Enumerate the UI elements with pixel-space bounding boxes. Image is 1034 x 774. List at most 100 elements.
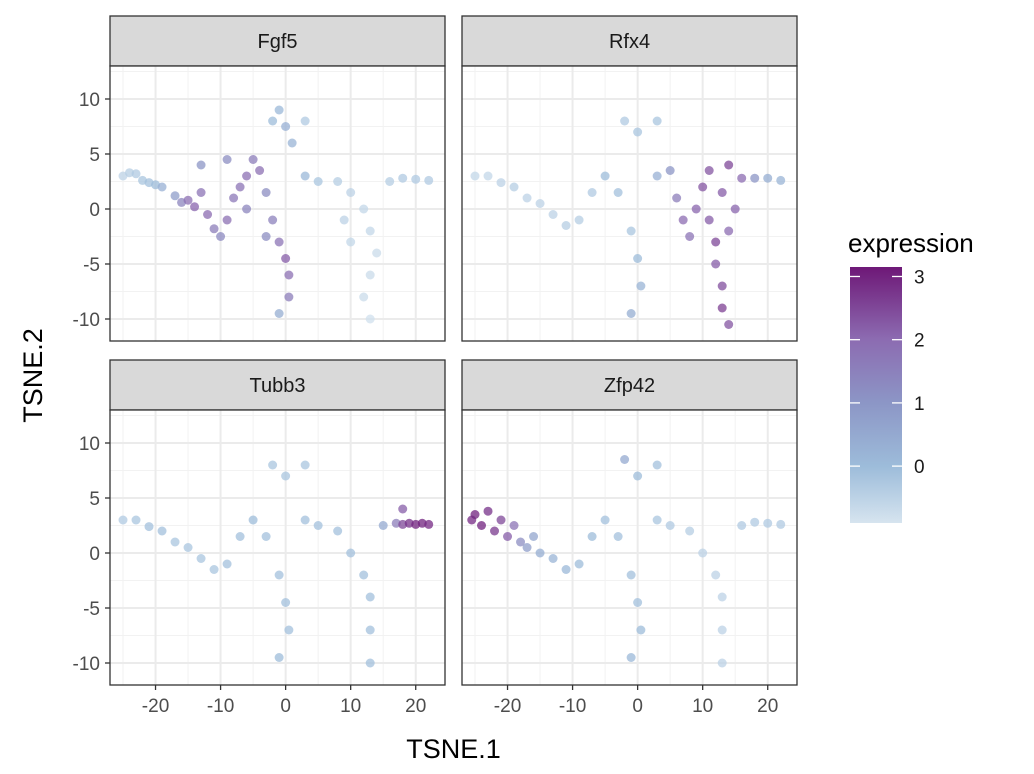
data-point bbox=[284, 292, 294, 302]
data-point bbox=[691, 204, 701, 214]
panel-background bbox=[462, 410, 797, 685]
data-point bbox=[548, 554, 558, 563]
data-point bbox=[144, 522, 154, 532]
data-point bbox=[235, 532, 245, 541]
data-point bbox=[183, 543, 193, 552]
data-point bbox=[750, 517, 760, 527]
data-point bbox=[222, 155, 232, 164]
data-point bbox=[496, 178, 506, 188]
facet-strip bbox=[461, 359, 798, 411]
data-point bbox=[750, 173, 760, 183]
x-tick-label: 10 bbox=[340, 696, 361, 717]
x-tick-label: 10 bbox=[692, 696, 713, 717]
data-point bbox=[281, 471, 291, 481]
facet-strip-label: Rfx4 bbox=[609, 31, 650, 53]
data-point bbox=[483, 171, 493, 181]
data-point bbox=[284, 270, 294, 280]
data-point bbox=[672, 193, 682, 203]
data-point bbox=[737, 173, 747, 183]
facet-panel-fgf5: Fgf5 bbox=[109, 15, 446, 342]
data-point bbox=[652, 116, 662, 126]
scatter-points bbox=[118, 460, 434, 668]
data-point bbox=[131, 515, 141, 525]
data-point bbox=[365, 226, 375, 236]
data-point bbox=[242, 171, 252, 181]
data-point bbox=[281, 598, 291, 607]
data-point bbox=[678, 215, 688, 225]
data-point bbox=[424, 519, 434, 529]
data-point bbox=[470, 171, 480, 181]
data-point bbox=[516, 537, 526, 547]
data-point bbox=[776, 175, 786, 185]
x-axis-title: TSNE.1 bbox=[406, 734, 501, 764]
data-point bbox=[268, 215, 278, 225]
data-point bbox=[574, 215, 584, 225]
data-point bbox=[717, 592, 727, 602]
data-point bbox=[281, 254, 291, 263]
data-point bbox=[509, 182, 519, 192]
data-point bbox=[561, 565, 571, 574]
facet-strip-label: Zfp42 bbox=[604, 375, 655, 397]
data-point bbox=[763, 518, 773, 528]
data-point bbox=[613, 188, 623, 197]
data-point bbox=[385, 177, 395, 186]
data-point bbox=[587, 532, 597, 541]
scatter-points bbox=[470, 116, 786, 329]
data-point bbox=[685, 526, 695, 536]
data-point bbox=[255, 166, 265, 175]
facet-panel-rfx4: Rfx4 bbox=[461, 15, 798, 342]
data-point bbox=[346, 237, 356, 247]
panel-border bbox=[109, 65, 446, 342]
data-point bbox=[613, 532, 623, 541]
facet-panel-tubb3: Tubb3 bbox=[109, 359, 446, 686]
data-point bbox=[365, 658, 375, 668]
x-tick-label: -10 bbox=[207, 696, 234, 717]
data-point bbox=[724, 320, 734, 329]
data-point bbox=[313, 521, 323, 530]
data-point bbox=[118, 515, 128, 525]
data-point bbox=[548, 210, 558, 219]
facet-panels: Fgf5 Rfx4 Tubb3 Zfp42 bbox=[109, 15, 798, 686]
legend-tick-label: 3 bbox=[914, 267, 925, 288]
data-point bbox=[313, 177, 323, 186]
data-point bbox=[274, 237, 284, 247]
panel-background bbox=[110, 410, 445, 685]
data-point bbox=[196, 554, 206, 563]
scatter-points bbox=[118, 105, 434, 324]
data-point bbox=[359, 292, 369, 302]
legend-tick-label: 1 bbox=[914, 394, 925, 415]
data-point bbox=[196, 188, 206, 197]
data-point bbox=[398, 173, 408, 183]
x-tick-label: -20 bbox=[142, 696, 169, 717]
panel-border bbox=[461, 409, 798, 686]
data-point bbox=[203, 210, 213, 219]
facet-strip bbox=[109, 359, 446, 411]
data-point bbox=[724, 160, 734, 170]
data-point bbox=[284, 625, 294, 635]
data-point bbox=[636, 281, 646, 291]
data-point bbox=[300, 515, 310, 525]
data-point bbox=[652, 515, 662, 525]
color-legend: expression 0 1 2 3 bbox=[848, 228, 974, 523]
data-point bbox=[346, 548, 356, 558]
data-point bbox=[626, 570, 636, 580]
data-point bbox=[333, 177, 343, 186]
legend-tick-label: 2 bbox=[914, 331, 925, 352]
data-point bbox=[509, 521, 519, 530]
facet-strip bbox=[109, 15, 446, 67]
data-point bbox=[522, 193, 532, 203]
data-point bbox=[190, 202, 200, 212]
data-point bbox=[274, 653, 284, 662]
data-point bbox=[698, 548, 708, 558]
data-point bbox=[776, 519, 786, 529]
data-point bbox=[665, 521, 675, 530]
facet-strip bbox=[461, 15, 798, 67]
facet-panel-zfp42: Zfp42 bbox=[461, 359, 798, 686]
data-point bbox=[652, 171, 662, 181]
legend-tick-label: 0 bbox=[914, 457, 925, 478]
data-point bbox=[424, 175, 434, 185]
data-point bbox=[287, 138, 297, 148]
data-point bbox=[300, 171, 310, 181]
data-point bbox=[183, 195, 193, 205]
